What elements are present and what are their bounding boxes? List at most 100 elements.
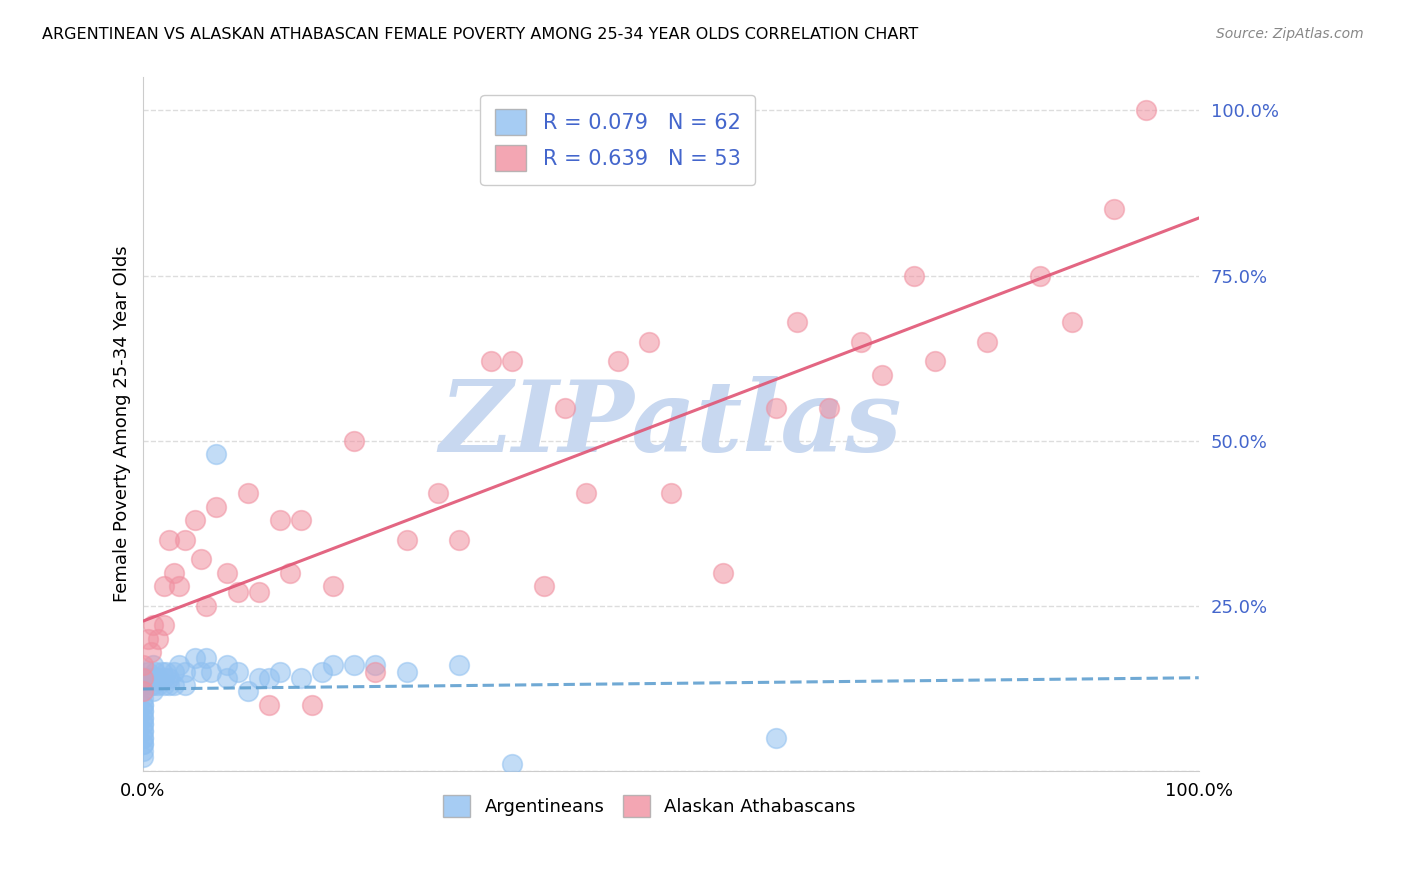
Point [311,665,333,679]
Point [163,566,186,580]
Point [131,724,153,739]
Point [395,533,418,547]
Point [169,658,191,673]
Point [280,566,302,580]
Point [152,579,174,593]
Point [449,533,471,547]
Point [638,334,661,349]
Point [290,513,312,527]
Point [136,671,159,685]
Point [215,566,238,580]
Text: ZIPatlas: ZIPatlas [440,376,901,473]
Point [131,750,153,764]
Point [364,665,387,679]
Point [131,717,153,731]
Point [131,744,153,758]
Point [143,665,166,679]
Point [290,671,312,685]
Point [786,315,808,329]
Point [554,401,576,415]
Point [131,717,153,731]
Point [259,698,281,712]
Point [395,665,418,679]
Legend: Argentineans, Alaskan Athabascans: Argentineans, Alaskan Athabascans [436,788,863,824]
Point [533,579,555,593]
Point [200,665,222,679]
Point [142,684,165,698]
Point [479,354,502,368]
Point [322,658,344,673]
Point [131,678,153,692]
Point [364,658,387,673]
Point [343,658,366,673]
Point [322,579,344,593]
Point [190,665,212,679]
Point [976,334,998,349]
Point [501,354,523,368]
Point [152,671,174,685]
Point [501,757,523,772]
Point [131,684,153,698]
Point [1060,315,1083,329]
Point [163,665,186,679]
Point [713,566,735,580]
Point [173,533,195,547]
Point [131,698,153,712]
Point [139,645,162,659]
Point [1135,103,1157,118]
Point [1029,268,1052,283]
Point [163,678,186,692]
Point [236,684,259,698]
Point [131,691,153,706]
Point [215,658,238,673]
Point [136,632,159,646]
Point [301,698,323,712]
Point [205,500,228,514]
Point [205,447,228,461]
Point [247,671,270,685]
Point [269,513,291,527]
Point [449,658,471,673]
Point [173,678,195,692]
Point [131,737,153,751]
Point [194,651,217,665]
Point [131,737,153,751]
Point [259,671,281,685]
Point [606,354,628,368]
Point [343,434,366,448]
Point [765,401,787,415]
Point [849,334,872,349]
Point [818,401,841,415]
Point [148,632,170,646]
Point [215,671,238,685]
Point [155,665,177,679]
Point [131,731,153,745]
Point [131,671,153,685]
Point [157,678,180,692]
Point [226,585,249,599]
Point [152,678,174,692]
Point [131,658,153,673]
Point [184,513,207,527]
Text: ARGENTINEAN VS ALASKAN ATHABASCAN FEMALE POVERTY AMONG 25-34 YEAR OLDS CORRELATI: ARGENTINEAN VS ALASKAN ATHABASCAN FEMALE… [42,27,918,42]
Point [765,731,787,745]
Point [924,354,946,368]
Point [131,684,153,698]
Y-axis label: Female Poverty Among 25-34 Year Olds: Female Poverty Among 25-34 Year Olds [114,246,131,602]
Point [903,268,925,283]
Point [131,724,153,739]
Point [1102,202,1125,217]
Point [131,704,153,718]
Point [142,618,165,632]
Point [136,665,159,679]
Point [157,533,180,547]
Point [131,711,153,725]
Point [236,486,259,500]
Point [148,671,170,685]
Text: Source: ZipAtlas.com: Source: ZipAtlas.com [1216,27,1364,41]
Point [131,671,153,685]
Point [131,698,153,712]
Point [150,665,173,679]
Point [157,671,180,685]
Point [142,678,165,692]
